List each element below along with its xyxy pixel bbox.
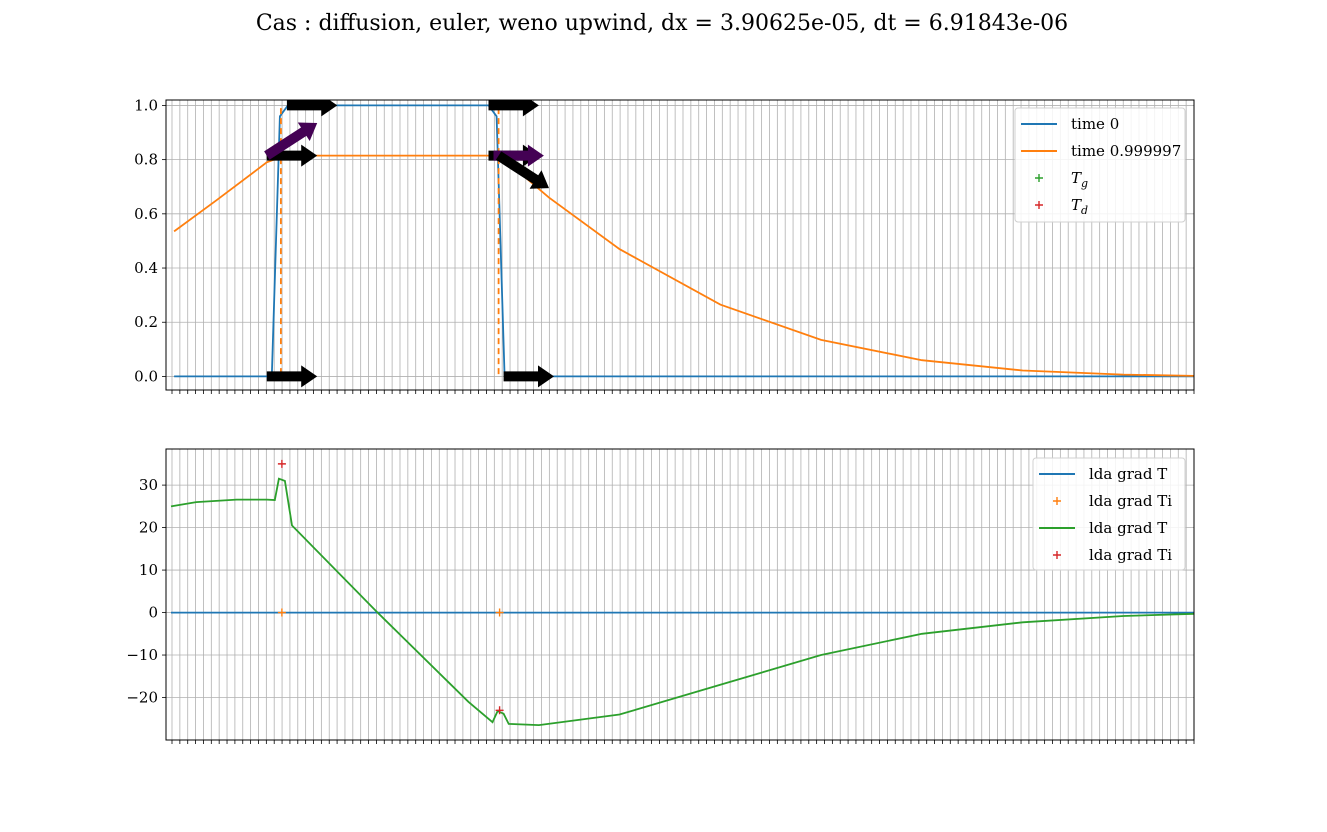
y-tick-label: 10	[139, 561, 158, 579]
plot-area	[173, 100, 1194, 388]
marker-0	[277, 608, 286, 617]
series-line-1	[170, 477, 1194, 727]
legend: lda grad T lda grad Ti lda grad T lda grad …	[1032, 457, 1186, 571]
y-tick-label: 1.0	[134, 96, 158, 114]
y-tick-label: 0.8	[134, 151, 158, 169]
quiver-arrow-1	[488, 100, 539, 117]
quiver-arrow-5	[493, 144, 544, 167]
legend-handle	[1053, 497, 1061, 505]
legend: time 0 time 0.999997 Tg Td	[1014, 107, 1186, 223]
y-tick-label: 0	[148, 604, 158, 622]
legend-label: time 0	[1071, 115, 1119, 133]
y-tick-label: 20	[139, 519, 158, 537]
legend-label: lda grad T	[1089, 465, 1167, 483]
legend-label: Tg	[1071, 169, 1088, 190]
y-tick-label: −10	[126, 646, 158, 664]
legend-box	[1032, 457, 1186, 571]
legend-label: lda grad Ti	[1089, 492, 1172, 510]
axes-frame	[165, 448, 1195, 741]
figure-title: Cas : diffusion, euler, weno upwind, dx …	[256, 11, 1068, 36]
quiver-arrow-4	[264, 122, 318, 160]
legend-label: lda grad T	[1089, 519, 1167, 537]
quiver-arrow-6	[495, 151, 549, 189]
series-line-0	[174, 104, 1194, 378]
y-tick-label: 0.6	[134, 205, 158, 223]
quiver-arrow-2	[266, 144, 318, 167]
legend-handle	[1053, 551, 1061, 559]
y-tick-label: −20	[126, 689, 158, 707]
legend-label: lda grad Ti	[1089, 546, 1172, 564]
legend-handle	[1035, 201, 1043, 209]
axes-frame	[165, 99, 1195, 391]
y-tick-label: 0.0	[134, 367, 158, 385]
legend-handle	[1035, 174, 1043, 182]
quiver-arrow-0	[286, 100, 338, 117]
marker-1	[277, 459, 286, 468]
y-tick-label: 0.4	[134, 259, 158, 277]
marker-0	[495, 608, 504, 617]
legend-box	[1014, 107, 1186, 223]
y-tick-label: 30	[139, 476, 158, 494]
legend-label: Td	[1071, 196, 1088, 217]
top-plot: 0.0 0.2 0.4 0.6 0.8 1.0 time 0 time 0.999997 Tg T…	[134, 96, 1195, 394]
marker-1	[495, 706, 504, 715]
quiver-arrow-7	[266, 365, 318, 388]
plot-area	[170, 477, 1194, 727]
legend-label: time 0.999997	[1071, 142, 1181, 160]
y-tick-label: 0.2	[134, 313, 158, 331]
quiver-arrow-8	[503, 365, 554, 388]
